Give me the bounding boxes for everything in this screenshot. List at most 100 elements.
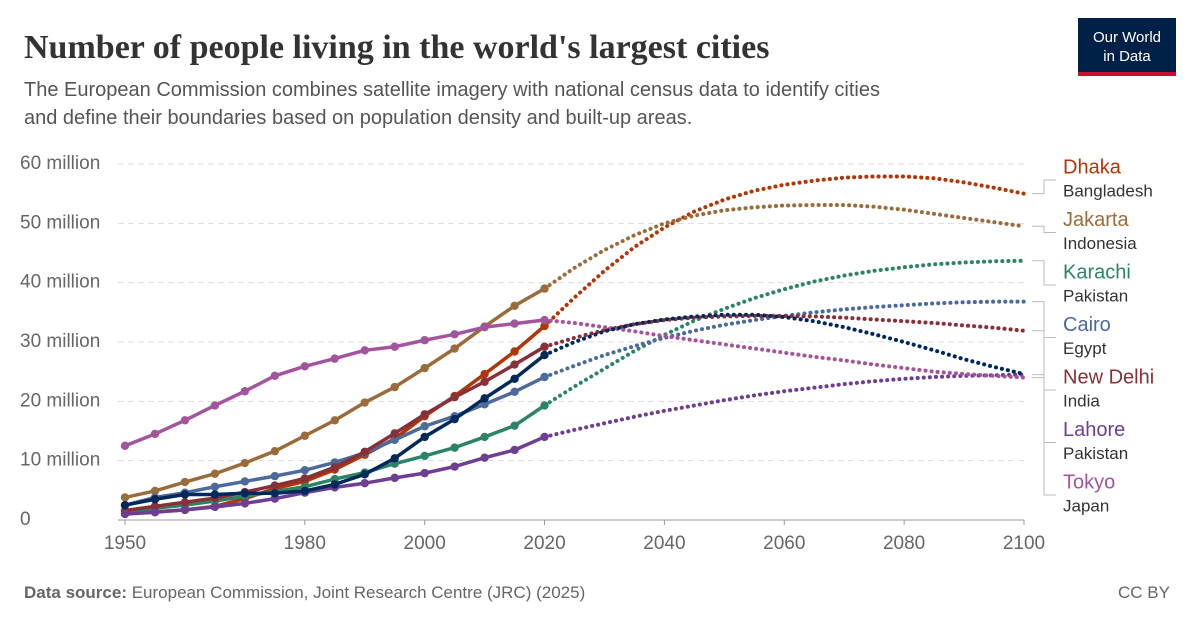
data-point [210, 490, 220, 499]
data-point [510, 421, 519, 430]
data-point [360, 398, 369, 407]
legend-sublabel: Japan [1063, 496, 1109, 515]
logo[interactable]: Our World in Data [1078, 18, 1176, 76]
legend-label: Tokyo [1063, 471, 1115, 493]
legend-connector [1032, 377, 1056, 496]
data-point [360, 346, 369, 355]
y-tick-label: 40 million [20, 272, 100, 293]
y-tick-label: 10 million [20, 450, 100, 471]
projection-line [542, 312, 1026, 377]
legend-connector [1032, 301, 1056, 338]
x-tick-label: 2080 [883, 533, 925, 554]
projection-line [542, 202, 1026, 291]
projection-line [542, 174, 1026, 328]
data-point [180, 498, 190, 507]
y-tick-label: 50 million [20, 212, 100, 233]
data-point [120, 493, 130, 502]
data-point [240, 489, 250, 498]
data-point [270, 481, 280, 490]
legend-label: Dhaka [1063, 156, 1122, 178]
data-point [120, 500, 130, 510]
data-point [300, 486, 309, 496]
series [120, 299, 1026, 510]
data-point [150, 508, 160, 517]
projection-line [542, 258, 1026, 408]
x-tick-label: 2000 [404, 533, 446, 554]
data-point [270, 471, 280, 481]
data-point [360, 470, 369, 479]
data-point [180, 490, 190, 499]
data-point [390, 473, 399, 483]
license: CC BY [1118, 583, 1170, 602]
data-point [540, 321, 549, 331]
series [120, 258, 1026, 516]
data-point [420, 363, 429, 373]
chart-title: Number of people living in the world's l… [24, 29, 769, 66]
data-point [270, 489, 280, 498]
data-point [210, 469, 220, 478]
data-point [120, 509, 130, 519]
data-point [450, 414, 459, 424]
legend-connector [1032, 330, 1056, 391]
x-tick-label: 1950 [104, 533, 146, 554]
series [120, 313, 1026, 515]
y-tick-label: 0 [20, 509, 31, 530]
data-point [480, 394, 489, 403]
x-tick-label: 2060 [763, 533, 805, 554]
data-point [180, 477, 190, 487]
data-point [540, 350, 549, 360]
logo-box [1078, 18, 1176, 76]
data-point [240, 387, 250, 396]
x-tick-label: 2040 [643, 533, 685, 554]
legend-sublabel: Indonesia [1063, 234, 1137, 253]
legend-connector [1032, 225, 1056, 233]
data-point [390, 429, 399, 438]
logo-bar [1078, 72, 1176, 76]
data-point [540, 372, 549, 382]
data-point [480, 432, 489, 442]
data-point [300, 474, 309, 483]
data-point [540, 432, 549, 442]
logo-text: Our World [1093, 29, 1161, 46]
data-point [390, 454, 399, 463]
data-point [450, 330, 459, 339]
data-point [450, 462, 459, 471]
data-point [450, 344, 459, 353]
source-label: Data source: [24, 583, 127, 602]
data-point [420, 451, 429, 461]
logo-text: in Data [1103, 48, 1151, 65]
chart-subtitle: The European Commission combines satelli… [24, 79, 880, 101]
data-point [510, 301, 519, 311]
data-point [390, 382, 399, 392]
legend-label: Lahore [1063, 419, 1125, 441]
data-point [510, 387, 519, 397]
x-tick-label: 2100 [1003, 533, 1045, 554]
data-point [300, 362, 309, 371]
legend-connector [1032, 260, 1056, 286]
data-point [180, 416, 190, 425]
projection-line [542, 299, 1026, 380]
data-point [240, 477, 250, 486]
data-point [150, 486, 160, 496]
data-point [300, 431, 309, 440]
data-point [540, 401, 549, 410]
data-point [150, 502, 160, 511]
series [120, 202, 1026, 502]
data-point [420, 410, 429, 419]
y-tick-label: 30 million [20, 331, 100, 352]
legend-label: Jakarta [1063, 209, 1129, 231]
legend-label: Karachi [1063, 261, 1131, 283]
data-point [360, 447, 369, 456]
data-point [270, 446, 280, 456]
data-point [540, 342, 549, 351]
data-point [210, 401, 220, 410]
data-point [150, 429, 160, 439]
data-point [390, 435, 399, 445]
data-point [510, 374, 519, 383]
legend-connector [1032, 179, 1056, 195]
data-point [300, 465, 309, 475]
data-point [180, 505, 190, 515]
data-point [120, 441, 130, 451]
series [120, 312, 1026, 510]
data-point [480, 400, 489, 409]
